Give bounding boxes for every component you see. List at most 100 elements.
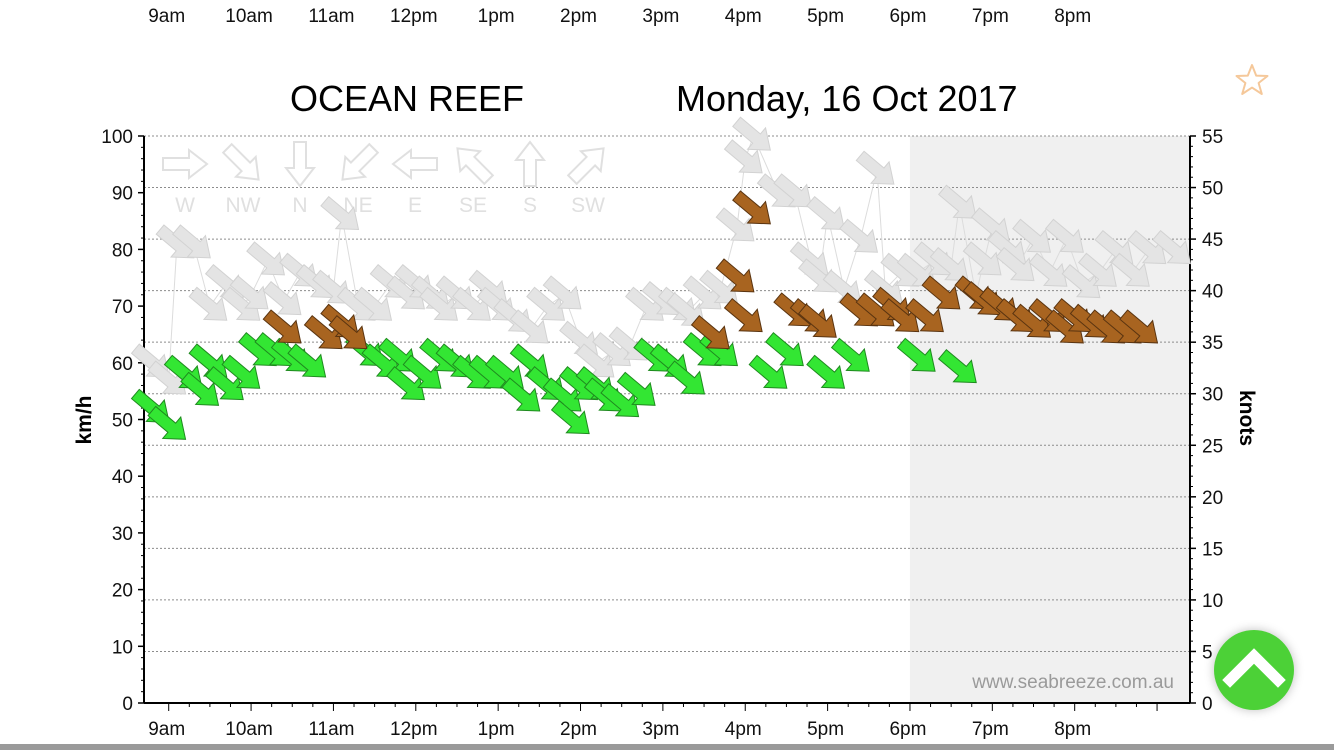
right-tick-label: 35 <box>1202 333 1223 354</box>
direction-legend-label: NW <box>226 194 261 217</box>
top-tick-label: 9am <box>148 6 186 27</box>
direction-legend-arrow <box>221 142 260 181</box>
observed-arrow-green <box>896 337 936 372</box>
observed-arrow-brown <box>880 297 920 333</box>
direction-legend-arrow <box>162 147 209 181</box>
observed-arrow-brown <box>262 309 302 344</box>
forecast-arrow <box>575 343 615 378</box>
right-tick-label: 30 <box>1202 385 1223 406</box>
scroll-to-top-button[interactable] <box>1214 630 1294 710</box>
right-tick-label: 45 <box>1202 230 1223 251</box>
star-outline-icon <box>1235 64 1269 95</box>
observed-arrow-brown <box>328 315 368 350</box>
location-title: OCEAN REEF <box>290 78 525 119</box>
forecast-arrow <box>929 246 969 282</box>
top-tick-label: 12pm <box>390 6 438 27</box>
forecast-arrow <box>526 286 566 321</box>
forecast-arrow <box>855 150 895 185</box>
forecast-arrow <box>732 116 771 151</box>
forecast-arrow <box>1028 252 1068 287</box>
left-tick-label: 40 <box>112 467 133 488</box>
observed-arrow-green <box>937 349 977 384</box>
forecast-arrow <box>1045 218 1084 253</box>
watermark-text: www.seabreeze.com.au <box>971 672 1174 693</box>
forecast-arrow <box>937 184 977 219</box>
observed-arrow-green <box>666 360 706 395</box>
left-tick-label: 0 <box>122 694 133 715</box>
bottom-tick-label: 1pm <box>478 719 515 740</box>
left-tick-label: 100 <box>101 127 133 148</box>
forecast-arrow <box>1152 229 1192 265</box>
forecast-arrow <box>188 286 228 321</box>
direction-legend-label: E <box>408 194 422 217</box>
forecast-arrow <box>509 309 549 344</box>
observed-arrow-green <box>402 354 442 389</box>
observed-arrow-green <box>748 354 788 389</box>
right-tick-label: 40 <box>1202 282 1223 303</box>
left-tick-label: 30 <box>112 524 133 545</box>
right-axis-title: knots <box>1235 390 1258 446</box>
top-tick-label: 10am <box>225 6 273 27</box>
right-tick-label: 55 <box>1202 127 1223 148</box>
bottom-tick-label: 2pm <box>560 719 597 740</box>
direction-legend-arrow <box>391 147 438 181</box>
observed-arrow-green <box>501 377 541 412</box>
observed-arrow-green <box>287 343 327 378</box>
direction-legend-label: W <box>175 194 195 217</box>
forecast-arrow <box>246 241 286 276</box>
top-time-axis: 9am 10am 11am 12pm 1pm 2pm 3pm 4pm 5pm 6pm 7pm 8pm <box>0 0 1334 40</box>
forecast-arrow <box>806 195 846 231</box>
forecast-arrow <box>1012 218 1051 253</box>
bottom-tick-label: 3pm <box>642 719 679 740</box>
forecast-arrow <box>353 286 393 321</box>
forecast-arrow <box>172 224 211 259</box>
observed-arrow-brown <box>690 315 730 350</box>
forecast-arrow <box>262 280 302 316</box>
forecast-arrow <box>839 218 879 253</box>
observed-arrow-brown <box>921 275 961 310</box>
forecast-arrow <box>1077 252 1117 287</box>
right-tick-label: 50 <box>1202 179 1223 200</box>
observed-arrow-green <box>204 366 244 401</box>
left-tick-label: 90 <box>112 184 133 205</box>
direction-legend-label: N <box>292 194 307 217</box>
bottom-toolbar-edge <box>0 744 1334 750</box>
top-tick-label: 7pm <box>971 6 1009 27</box>
bottom-tick-label: 11am <box>308 719 354 740</box>
bottom-tick-label: 5pm <box>807 719 844 740</box>
forecast-arrow <box>320 195 360 231</box>
forecast-arrow <box>624 286 664 321</box>
forecast-arrow <box>419 286 458 321</box>
observed-arrow-brown <box>723 297 763 333</box>
favorite-button[interactable] <box>1234 62 1270 98</box>
observed-arrow-green <box>550 400 590 435</box>
top-tick-label: 4pm <box>724 6 762 27</box>
forecast-arrow <box>773 173 813 208</box>
forecast-arrow <box>229 275 269 310</box>
forecast-arrow <box>699 269 739 304</box>
forecast-arrow <box>1127 229 1167 265</box>
forecast-arrow <box>452 286 491 321</box>
direction-legend-label: S <box>523 194 537 217</box>
bottom-tick-label: 4pm <box>725 719 762 740</box>
forecast-arrow <box>723 139 763 174</box>
left-tick-label: 80 <box>112 240 133 261</box>
right-tick-label: 20 <box>1202 488 1223 509</box>
forecast-arrow <box>1061 263 1101 299</box>
left-axis-title: km/h <box>73 395 96 444</box>
right-tick-label: 10 <box>1202 591 1223 612</box>
top-tick-label: 8pm <box>1054 6 1092 27</box>
right-tick-label: 5 <box>1202 642 1213 663</box>
direction-legend-arrow <box>341 142 380 181</box>
right-tick-label: 0 <box>1202 694 1213 715</box>
observed-arrow-green <box>616 371 656 406</box>
observed-arrow-brown <box>797 303 837 338</box>
observed-arrow-brown <box>1119 309 1159 344</box>
forecast-arrow <box>147 360 187 395</box>
top-tick-label: 2pm <box>560 6 597 27</box>
direction-legend-label: SW <box>571 194 605 217</box>
forecast-arrow <box>682 275 722 310</box>
bottom-tick-label: 10am <box>225 719 273 740</box>
date-title: Monday, 16 Oct 2017 <box>676 78 1018 119</box>
observed-arrow-green <box>600 383 640 418</box>
